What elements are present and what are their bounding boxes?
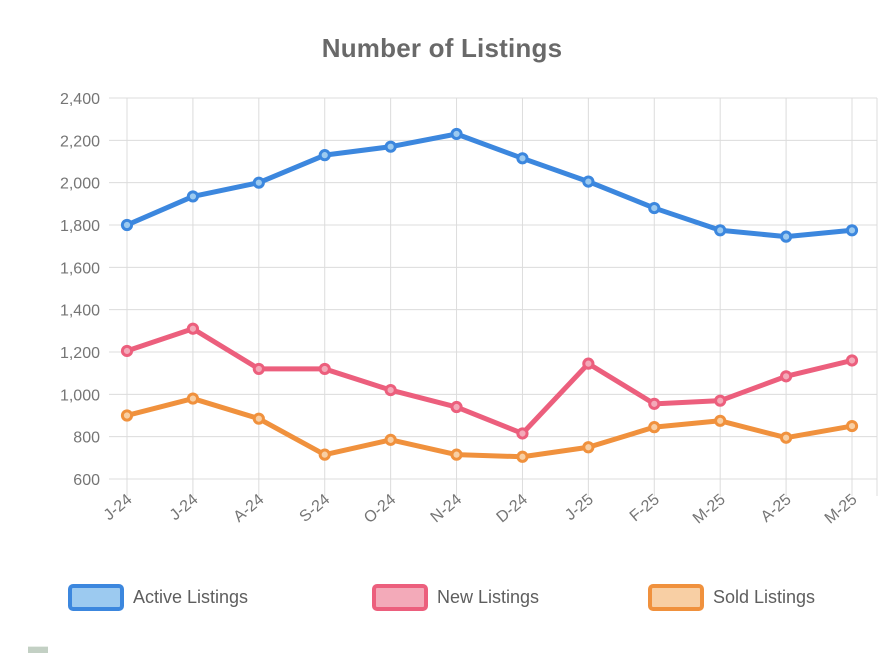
data-point-sold-listings[interactable] xyxy=(582,441,595,454)
x-axis-tick-label: A-25 xyxy=(758,491,795,526)
data-point-active-listings[interactable] xyxy=(252,176,265,189)
data-point-new-listings[interactable] xyxy=(318,362,331,376)
chart-legend: Active Listings New Listings Sold Listin… xyxy=(0,584,884,614)
data-point-active-listings[interactable] xyxy=(582,175,595,188)
data-point-new-listings[interactable] xyxy=(582,357,595,370)
x-axis-tick-label: J-24 xyxy=(167,491,202,524)
data-point-active-listings[interactable] xyxy=(845,224,859,237)
data-point-new-listings[interactable] xyxy=(779,370,793,383)
data-point-sold-listings[interactable] xyxy=(120,409,134,422)
x-axis-tick-label: F-25 xyxy=(627,491,663,525)
data-point-sold-listings[interactable] xyxy=(714,414,727,427)
data-point-active-listings[interactable] xyxy=(450,127,463,141)
legend-item-active-listings[interactable]: Active Listings xyxy=(68,584,248,611)
data-point-sold-listings[interactable] xyxy=(516,450,529,463)
legend-swatch-sold-listings xyxy=(648,584,704,611)
data-point-sold-listings[interactable] xyxy=(845,419,859,433)
data-point-new-listings[interactable] xyxy=(252,362,265,376)
y-axis-tick-label: 1,400 xyxy=(60,303,100,320)
data-point-new-listings[interactable] xyxy=(714,394,727,407)
legend-swatch-active-listings xyxy=(68,584,124,611)
line-chart-plot-area[interactable]: 600 800 1,000 1,200 1,400 1,600 1,800 2,000 2,20… xyxy=(0,0,884,570)
data-point-new-listings[interactable] xyxy=(186,322,200,335)
data-point-sold-listings[interactable] xyxy=(252,412,265,425)
chart-title: Number of Listings xyxy=(321,33,563,63)
y-axis-tick-label: 1,000 xyxy=(60,387,100,404)
x-axis-tick-label: M-25 xyxy=(822,491,861,528)
data-point-active-listings[interactable] xyxy=(516,152,529,165)
data-point-sold-listings[interactable] xyxy=(318,448,331,461)
data-point-sold-listings[interactable] xyxy=(384,433,397,446)
data-point-active-listings[interactable] xyxy=(186,190,200,203)
data-point-sold-listings[interactable] xyxy=(648,421,661,434)
y-axis-tick-label: 600 xyxy=(73,472,100,489)
data-point-active-listings[interactable] xyxy=(714,224,727,237)
data-point-new-listings[interactable] xyxy=(648,397,661,410)
series-line-sold-listings xyxy=(124,396,855,460)
legend-swatch-new-listings xyxy=(372,584,428,611)
data-point-new-listings[interactable] xyxy=(845,354,859,367)
x-axis-tick-label: N-24 xyxy=(428,491,466,526)
series-line-active-listings xyxy=(124,131,855,240)
data-point-active-listings[interactable] xyxy=(120,218,134,232)
partial-element xyxy=(28,646,48,653)
y-axis-tick-label: 1,200 xyxy=(60,345,100,362)
x-axis-tick-label: J-24 xyxy=(101,491,136,524)
legend-label-new-listings: New Listings xyxy=(437,587,540,607)
x-axis-tick-label: O-24 xyxy=(361,491,399,527)
data-point-active-listings[interactable] xyxy=(384,140,397,153)
data-point-active-listings[interactable] xyxy=(648,201,661,215)
x-axis-tick-label: A-24 xyxy=(231,491,268,526)
y-axis-tick-label: 1,600 xyxy=(60,260,100,277)
data-point-new-listings[interactable] xyxy=(120,344,134,358)
data-point-new-listings[interactable] xyxy=(450,400,463,414)
legend-label-active-listings: Active Listings xyxy=(133,587,249,607)
x-axis-tick-label: J-25 xyxy=(562,491,597,524)
y-axis-tick-label: 800 xyxy=(73,430,100,447)
legend-item-new-listings[interactable]: New Listings xyxy=(372,584,539,611)
y-axis-tick-label: 2,400 xyxy=(60,91,100,108)
data-point-active-listings[interactable] xyxy=(318,149,331,162)
x-axis-tick-label: S-24 xyxy=(296,491,333,526)
data-point-sold-listings[interactable] xyxy=(779,431,793,444)
x-axis-tick-label: M-25 xyxy=(690,491,729,528)
data-point-new-listings[interactable] xyxy=(384,384,397,397)
data-point-active-listings[interactable] xyxy=(779,230,793,243)
data-point-sold-listings[interactable] xyxy=(450,448,463,461)
legend-item-sold-listings[interactable]: Sold Listings xyxy=(648,584,815,611)
y-axis-tick-label: 2,200 xyxy=(60,133,100,150)
y-axis-tick-label: 2,000 xyxy=(60,176,100,193)
y-axis-tick-label: 1,800 xyxy=(60,218,100,235)
series-line-new-listings xyxy=(124,326,855,436)
data-point-new-listings[interactable] xyxy=(516,427,529,440)
x-axis-tick-label: D-24 xyxy=(494,491,532,526)
legend-label-sold-listings: Sold Listings xyxy=(713,587,816,607)
data-point-sold-listings[interactable] xyxy=(186,392,200,405)
